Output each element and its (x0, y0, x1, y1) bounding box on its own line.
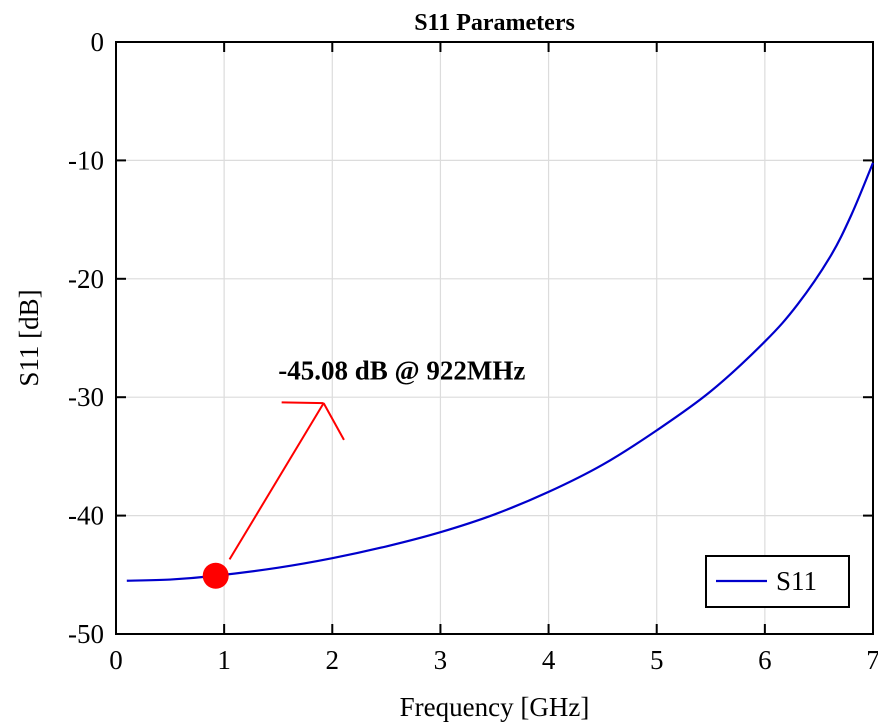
y-tick-label: -30 (68, 382, 104, 412)
axes-box (115, 41, 874, 635)
series-line-s11 (126, 162, 875, 582)
annotation-arrow (228, 402, 325, 560)
marker-point (202, 562, 229, 589)
y-tick-label: 0 (91, 27, 105, 57)
grid (116, 42, 873, 634)
x-tick-label: 4 (542, 645, 556, 675)
x-tick-label: 7 (866, 645, 878, 675)
legend-label: S11 (776, 566, 817, 596)
x-tick-label: 0 (109, 645, 123, 675)
y-tick-label: -50 (68, 619, 104, 649)
x-tick-label: 1 (217, 645, 231, 675)
x-tick-label: 5 (650, 645, 664, 675)
chart-title: S11 Parameters (414, 10, 575, 36)
legend: S11 (705, 555, 850, 608)
y-tick-label: -20 (68, 264, 104, 294)
annotation-arrowhead (281, 401, 324, 405)
plot-area (116, 42, 873, 634)
x-tick-label: 3 (434, 645, 448, 675)
y-axis-label: S11 [dB] (14, 289, 44, 386)
y-tick-label: -40 (68, 501, 104, 531)
y-tick-label: -10 (68, 145, 104, 175)
x-tick-label: 6 (758, 645, 772, 675)
x-axis-label: Frequency [GHz] (400, 692, 590, 722)
annotation-arrowhead (322, 402, 345, 441)
annotation-text: -45.08 dB @ 922MHz (278, 355, 525, 385)
x-tick-label: 2 (326, 645, 340, 675)
